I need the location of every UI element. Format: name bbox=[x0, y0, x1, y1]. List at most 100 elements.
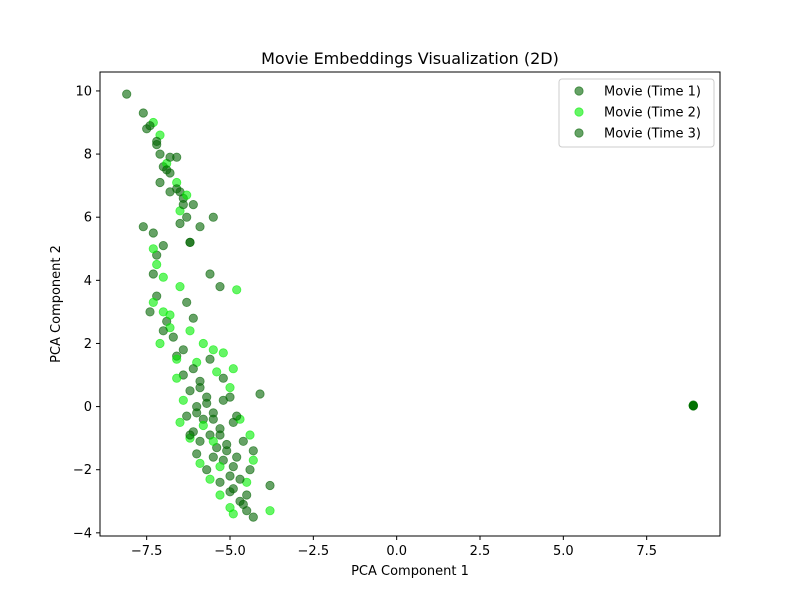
data-point-series-1 bbox=[145, 307, 155, 317]
data-point-series-3 bbox=[158, 326, 168, 336]
data-point-series-3 bbox=[162, 165, 172, 175]
legend-marker bbox=[574, 86, 584, 96]
x-tick-label: −2.5 bbox=[298, 544, 330, 559]
data-point-series-3 bbox=[222, 446, 232, 456]
y-tick-label: 0 bbox=[84, 400, 92, 415]
data-point-series-2 bbox=[155, 338, 165, 349]
data-point-series-3 bbox=[232, 411, 242, 421]
y-tick-label: 8 bbox=[84, 148, 92, 163]
x-tick-label: −7.5 bbox=[131, 544, 163, 559]
data-point-series-3 bbox=[188, 313, 198, 323]
data-point-series-2 bbox=[148, 297, 158, 307]
legend-label: Movie (Time 1) bbox=[604, 85, 701, 100]
data-point-series-3 bbox=[185, 237, 195, 247]
data-point-series-3 bbox=[182, 297, 192, 307]
data-point-series-1 bbox=[248, 512, 258, 522]
data-point-series-3 bbox=[215, 430, 225, 440]
data-point-series-3 bbox=[248, 446, 258, 456]
data-point-series-2 bbox=[212, 367, 222, 377]
data-point-series-2 bbox=[208, 345, 218, 355]
y-tick-label: 2 bbox=[84, 337, 92, 352]
data-point-series-2 bbox=[148, 244, 158, 254]
data-point-series-3 bbox=[215, 477, 225, 487]
data-point-series-3 bbox=[178, 345, 188, 355]
data-point-series-2 bbox=[228, 364, 238, 374]
data-point-series-2 bbox=[185, 326, 195, 336]
data-point-series-3 bbox=[145, 121, 155, 131]
data-point-series-2 bbox=[158, 272, 168, 282]
data-point-series-1 bbox=[232, 452, 242, 462]
data-point-series-1 bbox=[138, 222, 148, 232]
data-point-series-1 bbox=[255, 389, 265, 399]
data-point-series-3 bbox=[205, 354, 215, 364]
data-point-series-2 bbox=[172, 373, 182, 383]
data-point-series-3 bbox=[228, 461, 238, 472]
data-point-series-1 bbox=[122, 89, 132, 99]
data-point-series-3 bbox=[225, 392, 235, 402]
data-point-series-2 bbox=[152, 259, 162, 270]
data-point-series-3 bbox=[188, 200, 198, 210]
x-axis-ticks: −7.5 −5.0 −2.5 0.0 2.5 5.0 7.5 bbox=[131, 536, 657, 559]
data-point-series-1 bbox=[182, 212, 192, 222]
chart-title: Movie Embeddings Visualization (2D) bbox=[261, 49, 559, 68]
data-point-series-2 bbox=[165, 310, 175, 320]
data-point-series-1 bbox=[265, 480, 275, 491]
data-point-series-2 bbox=[208, 436, 218, 446]
data-point-series-3 bbox=[165, 187, 175, 197]
data-point-series-2 bbox=[215, 490, 225, 500]
legend-marker bbox=[574, 107, 584, 117]
data-point-series-3 bbox=[225, 487, 235, 497]
data-point-series-3 bbox=[245, 465, 255, 475]
data-point-series-3 bbox=[152, 136, 162, 146]
x-tick-label: 2.5 bbox=[470, 544, 491, 559]
data-point-series-2 bbox=[198, 420, 208, 431]
data-point-series-1 bbox=[215, 281, 225, 292]
data-point-series-3 bbox=[192, 408, 202, 418]
data-point-series-2 bbox=[182, 190, 192, 200]
data-point-series-3 bbox=[175, 218, 185, 229]
data-point-series-3 bbox=[195, 222, 205, 232]
data-point-series-2 bbox=[195, 458, 205, 468]
x-tick-label: 5.0 bbox=[553, 544, 574, 559]
data-point-series-1 bbox=[185, 386, 195, 396]
legend: Movie (Time 1) Movie (Time 2) Movie (Time … bbox=[558, 78, 715, 148]
data-point-series-3 bbox=[235, 474, 245, 484]
data-point-series-2 bbox=[248, 455, 258, 465]
x-tick-label: −5.0 bbox=[214, 544, 246, 559]
data-point-series-2 bbox=[198, 338, 208, 349]
y-axis-label: PCA Component 2 bbox=[49, 245, 64, 363]
data-point-series-3 bbox=[202, 465, 212, 475]
data-point-series-2 bbox=[175, 281, 185, 292]
y-tick-label: −2 bbox=[73, 463, 92, 478]
y-tick-label: 10 bbox=[75, 84, 92, 99]
x-tick-label: 7.5 bbox=[636, 544, 657, 559]
data-point-series-3 bbox=[148, 269, 158, 279]
data-point-series-1 bbox=[225, 471, 235, 481]
y-tick-label: −4 bbox=[73, 526, 92, 541]
data-point-series-2 bbox=[228, 509, 238, 519]
data-point-series-3 bbox=[178, 200, 188, 210]
data-point-series-1 bbox=[205, 269, 215, 279]
data-point-series-3 bbox=[208, 414, 218, 424]
data-point-series-1 bbox=[148, 228, 158, 238]
data-point-series-2 bbox=[175, 417, 185, 427]
legend-label: Movie (Time 3) bbox=[604, 127, 701, 142]
data-point-series-2 bbox=[232, 285, 242, 295]
data-point-series-1 bbox=[195, 436, 205, 446]
data-point-series-1 bbox=[208, 452, 218, 462]
y-axis-ticks: −4 −2 0 2 4 6 8 10 bbox=[73, 84, 100, 541]
y-tick-label: 6 bbox=[84, 211, 92, 226]
data-point-series-1 bbox=[155, 149, 165, 159]
y-tick-label: 4 bbox=[84, 274, 92, 289]
data-point-series-2 bbox=[178, 395, 188, 405]
x-axis-label: PCA Component 1 bbox=[351, 564, 469, 579]
legend-label: Movie (Time 2) bbox=[604, 106, 701, 121]
data-point-series-3 bbox=[158, 241, 168, 251]
data-point-series-3 bbox=[165, 152, 175, 162]
data-point-series-3 bbox=[188, 364, 198, 374]
data-point-series-2 bbox=[218, 348, 228, 358]
data-point-series-2 bbox=[265, 506, 275, 516]
x-tick-label: 0.0 bbox=[386, 544, 407, 559]
data-point-series-3 bbox=[185, 430, 195, 440]
data-point-series-2 bbox=[172, 354, 182, 364]
